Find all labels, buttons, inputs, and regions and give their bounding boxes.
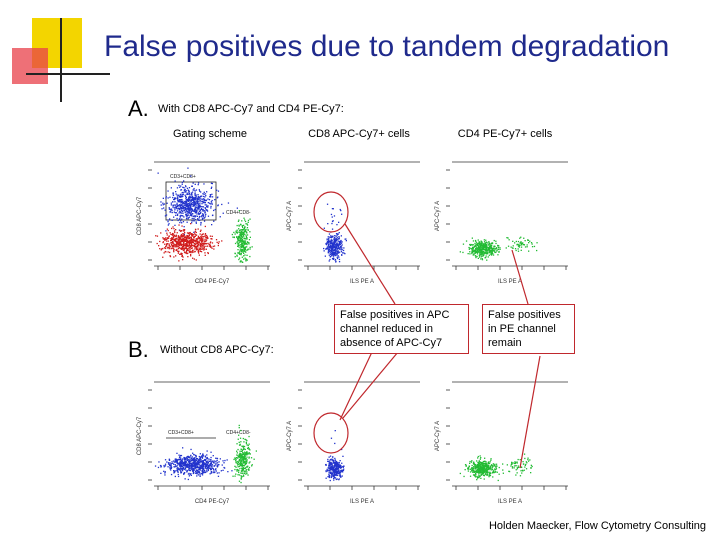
plot-axes	[148, 381, 270, 490]
y-axis-label: APC-Cy7 A	[435, 201, 441, 231]
plot-axes	[446, 381, 568, 490]
y-axis-label: APC-Cy7 A	[287, 201, 293, 231]
connector-line-5	[519, 355, 541, 469]
cd4-population	[231, 210, 253, 263]
x-axis-label: ILS PE A	[498, 279, 522, 285]
dn-population	[155, 223, 223, 262]
gate-box-cd8	[165, 181, 217, 221]
callout-apc-channel: False positives in APC channel reduced i…	[334, 304, 469, 354]
x-axis-label: CD4 PE-Cy7	[195, 279, 230, 285]
section-a-label: A.	[128, 96, 149, 121]
x-axis-label: ILS PE A	[498, 499, 522, 505]
section-b-label: B.	[128, 337, 149, 362]
y-axis-label: APC-Cy7 A	[435, 421, 441, 451]
cd8-plot-a: ILS PE A APC-Cy7 A	[287, 161, 420, 285]
column-head-cd8: CD8 APC-Cy7+ cells	[308, 128, 410, 140]
gate-label: CD4+CD8-	[226, 210, 251, 216]
cd8-population	[157, 167, 238, 236]
y-axis-label: CD8 APC-Cy7	[137, 196, 143, 235]
plot-axes	[298, 381, 420, 490]
section-a-description: With CD8 APC-Cy7 and CD4 PE-Cy7:	[158, 103, 344, 115]
column-head-gating: Gating scheme	[173, 128, 247, 140]
cd8-false-positives	[323, 203, 343, 229]
gate-label: CD4+CD8-	[226, 430, 251, 436]
cd4-false-positives	[502, 453, 533, 477]
callout-pe-channel: False positives in PE channel remain	[482, 304, 575, 354]
plot-axes	[148, 161, 270, 270]
gating-plot-a: CD4 PE-Cy7 CD8 APC-Cy7 CD3+CD8+ CD4+CD8-	[137, 161, 270, 285]
decor-red-square	[12, 48, 48, 84]
decor-vertical-line	[60, 18, 62, 102]
cd4-false-positives	[499, 236, 538, 252]
cd4-plot-b: ILS PE A APC-Cy7 A	[435, 381, 568, 505]
x-axis-label: CD4 PE-Cy7	[195, 499, 230, 505]
cd8-false-positives	[330, 430, 336, 445]
y-axis-label: CD8 APC-Cy7	[137, 416, 143, 455]
highlight-circle-b-cd8	[313, 412, 349, 454]
cd4-plot-a: ILS PE A APC-Cy7 A	[435, 161, 568, 285]
cd4-population	[232, 424, 257, 484]
cd8-events	[323, 228, 347, 263]
cd8-events	[325, 448, 345, 482]
connector-line-4	[511, 249, 529, 305]
y-axis-label: APC-Cy7 A	[287, 421, 293, 451]
highlight-circle-a-cd8	[313, 191, 349, 233]
gating-plot-b: CD4 PE-Cy7 CD8 APC-Cy7 CD3+CD8+ CD4+CD8-	[137, 381, 270, 505]
cd8-population	[154, 447, 233, 481]
cd4-events	[459, 455, 504, 482]
connector-line-3	[339, 351, 373, 421]
section-b-description: Without CD8 APC-Cy7:	[160, 344, 274, 356]
credit-text: Holden Maecker, Flow Cytometry Consultin…	[488, 520, 706, 532]
cd8-plot-b: ILS PE A APC-Cy7 A	[287, 381, 420, 505]
plot-axes	[446, 161, 568, 270]
x-axis-label: ILS PE A	[350, 279, 374, 285]
plot-axes	[298, 161, 420, 270]
gate-label: CD3+CD8+	[170, 174, 196, 180]
x-axis-label: ILS PE A	[350, 499, 374, 505]
connector-line-1	[344, 223, 396, 305]
cd4-events	[459, 237, 501, 261]
column-head-cd4: CD4 PE-Cy7+ cells	[457, 128, 553, 140]
gate-label: CD3+CD8+	[168, 430, 194, 436]
connector-line-2	[342, 351, 399, 419]
slide-title: False positives due to tandem degradatio…	[104, 30, 670, 63]
decor-horizontal-line	[26, 73, 110, 75]
